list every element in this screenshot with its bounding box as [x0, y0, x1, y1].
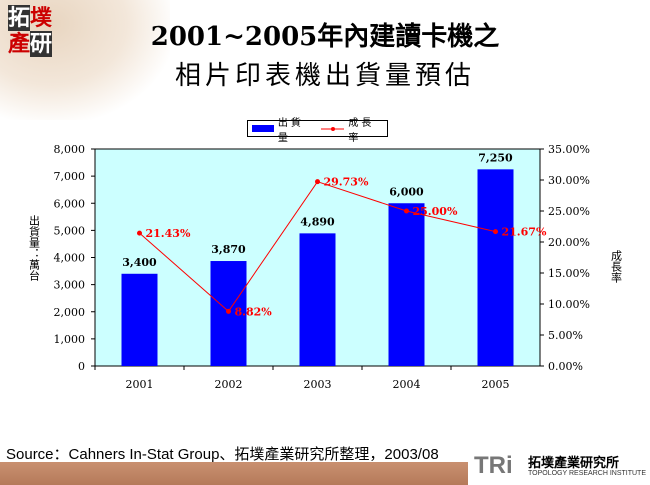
- bar: [477, 169, 514, 366]
- growth-point: [493, 229, 498, 235]
- title-line-2: 相片印表機出貨量預估: [174, 61, 475, 91]
- y-tick-label: 2,000: [54, 306, 86, 319]
- y-tick-label: 6,000: [54, 197, 86, 210]
- legend-line-swatch: [320, 126, 345, 131]
- y2-tick-label: 15.00%: [548, 267, 590, 280]
- legend-bar-swatch: [252, 125, 274, 132]
- growth-label: 8.82%: [235, 305, 273, 318]
- bar-label: 6,000: [389, 185, 424, 198]
- legend-bar-label: 出貨量: [277, 117, 304, 144]
- growth-label: 29.73%: [324, 176, 369, 189]
- growth-label: 21.67%: [502, 226, 547, 239]
- growth-point: [226, 308, 231, 314]
- y2-tick-label: 0.00%: [548, 360, 583, 373]
- institute-name-en: TOPOLOGY RESEARCH INSTITUTE: [528, 470, 646, 477]
- growth-label: 21.43%: [146, 227, 191, 240]
- x-tick-label: 2003: [304, 378, 332, 391]
- tri-logo: TRi: [474, 452, 513, 479]
- x-tick-label: 2004: [393, 378, 421, 391]
- bar: [299, 233, 336, 366]
- title-line-1: 2001~2005年內建讀卡機之: [150, 22, 500, 52]
- y-tick-label: 0: [78, 360, 85, 373]
- y-axis-label: 出貨量：萬台: [28, 214, 41, 281]
- y-tick-label: 5,000: [54, 224, 86, 237]
- source-note: Source：Cahners In-Stat Group、拓墣產業研究所整理，2…: [6, 446, 439, 463]
- bar: [388, 203, 425, 366]
- footer-logo-bg: [468, 450, 650, 485]
- y2-tick-label: 5.00%: [548, 329, 583, 342]
- growth-point: [315, 179, 320, 185]
- logo: 拓墣產研: [8, 5, 53, 57]
- bar-label: 4,890: [300, 215, 335, 228]
- bar-label: 3,400: [122, 256, 157, 269]
- legend: 出貨量 成長率: [247, 118, 388, 144]
- y-tick-label: 7,000: [54, 170, 86, 183]
- y-tick-label: 4,000: [54, 252, 86, 265]
- growth-label: 25.00%: [413, 205, 458, 218]
- y-tick-label: 1,000: [54, 333, 86, 346]
- x-tick-label: 2005: [482, 378, 510, 391]
- legend-line-label: 成長率: [348, 117, 375, 144]
- bar-label: 7,250: [478, 151, 513, 164]
- y-tick-label: 8,000: [54, 143, 86, 156]
- x-tick-label: 2002: [215, 378, 243, 391]
- y2-axis-label: 成長率: [610, 250, 623, 284]
- y2-tick-label: 25.00%: [548, 205, 590, 218]
- y2-tick-label: 20.00%: [548, 236, 590, 249]
- y2-tick-label: 35.00%: [548, 143, 590, 156]
- y2-tick-label: 10.00%: [548, 298, 590, 311]
- bar-label: 3,870: [211, 243, 246, 256]
- y-tick-label: 3,000: [54, 279, 86, 292]
- bar: [121, 273, 158, 366]
- chart: 0 1,000 2,000 3,000 4,000 5,000 6,000 7,000 8,00…: [28, 143, 623, 391]
- institute-name-zh: 拓墣產業研究所: [528, 456, 620, 471]
- growth-point: [137, 230, 142, 236]
- y2-tick-label: 30.00%: [548, 174, 590, 187]
- growth-point: [404, 208, 409, 214]
- x-tick-label: 2001: [126, 378, 154, 391]
